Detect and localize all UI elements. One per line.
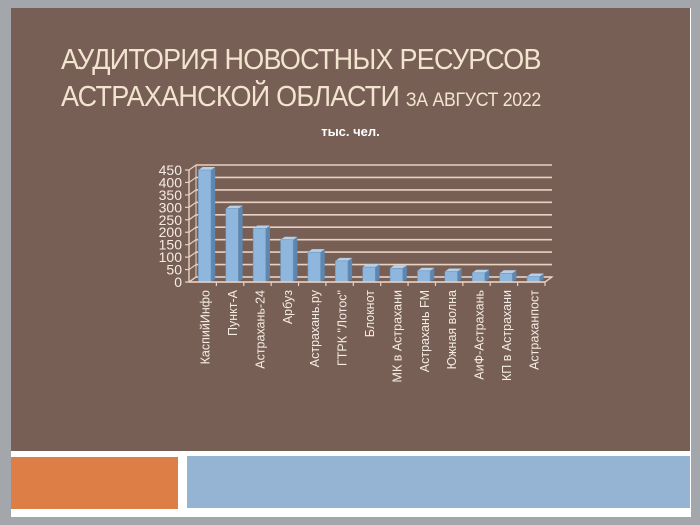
bar <box>526 273 544 283</box>
bar <box>471 269 490 283</box>
bar <box>417 267 435 283</box>
x-category-label: Арбуз <box>281 290 295 324</box>
bar <box>362 264 380 283</box>
chart-unit-label: тыс. чел. <box>321 124 380 139</box>
slide-title: АУДИТОРИЯ НОВОСТНЫХ РЕСУРСОВ АСТРАХАНСКО… <box>61 42 638 119</box>
y-tick-label: 450 <box>159 162 183 178</box>
title-main: АСТРАХАНСКОЙ ОБЛАСТИ <box>61 81 400 113</box>
bar <box>225 205 243 283</box>
y-tick-label: 250 <box>159 212 183 228</box>
bar <box>307 249 325 283</box>
footer-accent-orange <box>11 457 178 509</box>
bar <box>252 225 270 283</box>
x-category-label: Южная волна <box>445 290 459 369</box>
y-tick-label: 100 <box>159 249 183 265</box>
y-tick-label: 200 <box>159 224 183 240</box>
bar <box>198 167 216 283</box>
bar <box>444 268 462 283</box>
x-category-label: КП в Астрахани <box>500 290 514 381</box>
x-category-label: МК в Астрахани <box>390 290 404 382</box>
x-category-label: Астраханпост <box>527 290 541 370</box>
x-category-label: Астрахань FM <box>418 290 432 372</box>
x-category-label: Астрахань.ру <box>308 289 322 367</box>
slide: АУДИТОРИЯ НОВОСТНЫХ РЕСУРСОВ АСТРАХАНСКО… <box>11 8 691 517</box>
x-axis: КаспийИнфо Пункт-А Астрахань-24 Арбуз Астрах… <box>189 276 553 382</box>
x-category-label: КаспийИнфо <box>199 290 213 364</box>
slide-content: АУДИТОРИЯ НОВОСТНЫХ РЕСУРСОВ АСТРАХАНСКО… <box>11 8 690 451</box>
x-category-label: АиФ-Астрахань <box>473 290 487 380</box>
y-tick-label: 350 <box>159 187 183 203</box>
x-category-label: ГТРК "Лотос" <box>336 290 350 366</box>
y-tick-label: 150 <box>159 237 183 253</box>
title-line-1: АУДИТОРИЯ НОВОСТНЫХ РЕСУРСОВ <box>61 44 542 76</box>
footer-accent-blue <box>187 456 690 508</box>
x-category-label: Астрахань-24 <box>253 290 267 369</box>
bar <box>280 236 298 283</box>
y-tick-label: 400 <box>159 174 183 190</box>
title-period: ЗА АВГУСТ 2022 <box>405 90 541 111</box>
bar <box>335 257 353 283</box>
x-category-label: Пункт-А <box>226 289 240 336</box>
y-tick-label: 50 <box>166 262 182 278</box>
bar <box>389 265 407 283</box>
title-line-2: АСТРАХАНСКОЙ ОБЛАСТИ ЗА АВГУСТ 2022 <box>61 79 638 119</box>
x-category-label: Блокнот <box>363 290 377 337</box>
bar <box>499 270 517 283</box>
y-tick-label: 0 <box>174 274 182 290</box>
y-tick-label: 300 <box>159 199 183 215</box>
